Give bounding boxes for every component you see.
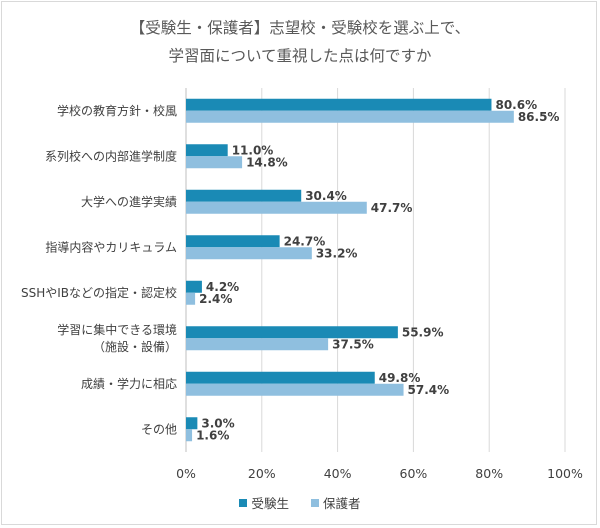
data-label: 24.7% <box>284 234 326 248</box>
data-label: 37.5% <box>332 337 374 351</box>
x-tick-label: 100% <box>547 466 583 481</box>
category-label: 指導内容やカリキュラム <box>45 239 177 254</box>
data-label: 4.2% <box>206 280 239 294</box>
x-tick-label: 40% <box>324 466 352 481</box>
x-tick-label: 0% <box>176 466 196 481</box>
bar-examinee <box>186 326 398 339</box>
category-label: 学校の教育方針・校風 <box>57 103 177 118</box>
data-label: 2.4% <box>199 292 232 306</box>
legend-item-examinee: 受験生 <box>239 493 289 512</box>
bar-examinee <box>186 280 202 293</box>
legend-swatch-examinee <box>239 498 248 507</box>
data-label: 30.4% <box>305 189 347 203</box>
bar-examinee <box>186 98 492 111</box>
bar-guardian <box>186 110 514 123</box>
data-label: 55.9% <box>402 325 444 339</box>
data-label: 33.2% <box>316 246 358 260</box>
legend-label-guardian: 保護者 <box>323 496 361 511</box>
x-tick-label: 60% <box>400 466 428 481</box>
chart-subtitle: 学習面について重視した点は何ですか <box>168 47 432 65</box>
bar-guardian <box>186 338 329 351</box>
category-label: 大学への進学実績 <box>81 194 177 209</box>
bar-guardian <box>186 429 193 442</box>
data-label: 11.0% <box>232 143 274 157</box>
category-label: その他 <box>141 422 177 436</box>
data-label: 3.0% <box>201 416 234 430</box>
legend: 受験生 保護者 <box>0 493 600 512</box>
bar-examinee <box>186 189 302 202</box>
category-label: 学習に集中できる環境 <box>57 322 177 337</box>
bar-examinee <box>186 371 375 384</box>
bar-examinee <box>186 235 280 248</box>
data-label: 14.8% <box>246 155 288 169</box>
data-label: 1.6% <box>196 428 229 442</box>
x-tick-label: 20% <box>248 466 276 481</box>
category-label: SSHやIBなどの指定・認定校 <box>21 285 177 300</box>
category-label: 成績・学力に相応 <box>81 376 177 391</box>
x-tick-label: 80% <box>475 466 503 481</box>
bar-examinee <box>186 144 228 157</box>
bar-guardian <box>186 156 243 169</box>
bar-guardian <box>186 383 404 396</box>
bar-guardian <box>186 201 367 214</box>
category-label: 系列校への内部進学制度 <box>45 148 177 163</box>
legend-swatch-guardian <box>311 498 319 507</box>
bar-guardian <box>186 292 196 305</box>
bar-guardian <box>186 247 312 260</box>
chart-title: 【受験生・保護者】志望校・受験校を選ぶ上で、 <box>129 19 471 37</box>
data-label: 57.4% <box>408 383 450 397</box>
data-label: 80.6% <box>495 98 537 112</box>
legend-label-examinee: 受験生 <box>251 496 289 511</box>
data-label: 86.5% <box>518 110 560 124</box>
data-label: 47.7% <box>371 201 413 215</box>
data-label: 49.8% <box>379 371 421 385</box>
legend-item-guardian: 保護者 <box>311 493 361 512</box>
category-label: （施設・設備） <box>93 339 177 354</box>
bar-examinee <box>186 417 198 430</box>
